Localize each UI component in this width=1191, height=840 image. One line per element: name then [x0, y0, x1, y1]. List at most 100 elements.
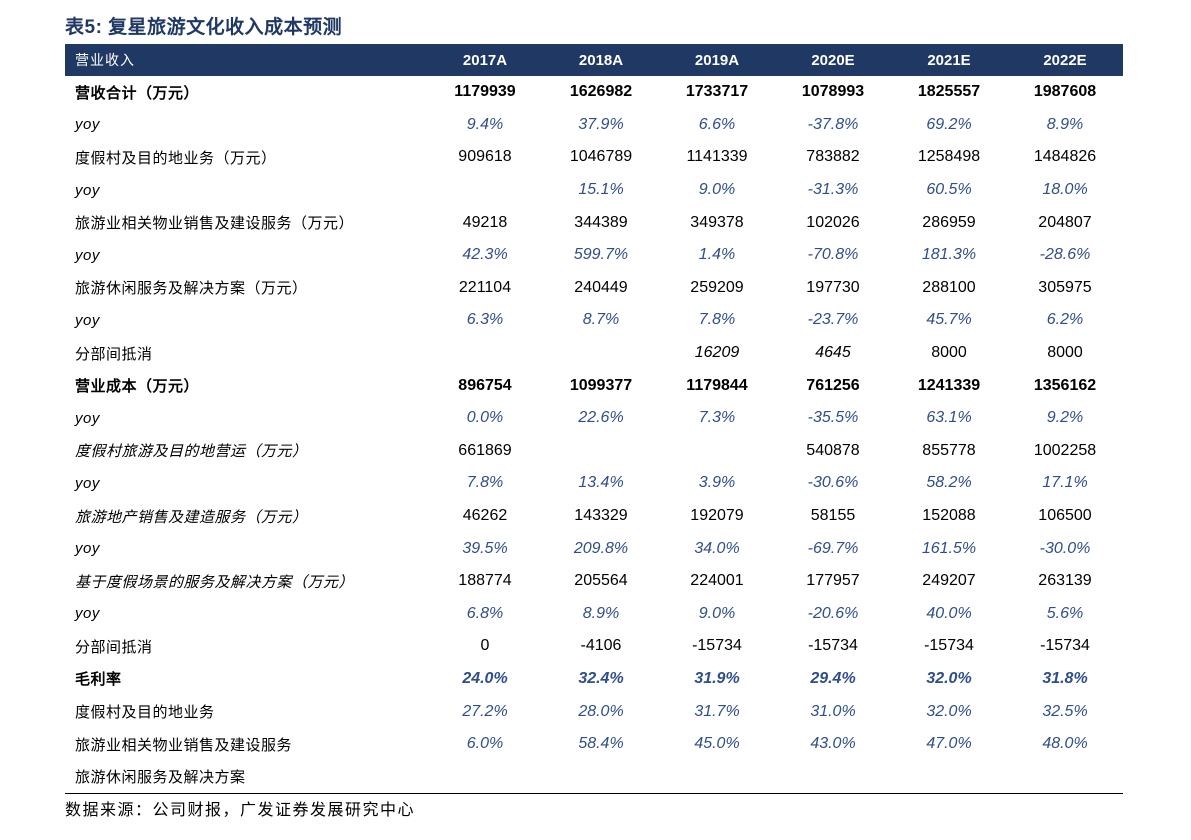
cell-2017a: 6.8%	[466, 604, 504, 622]
cell-2018a: 15.1%	[578, 181, 624, 199]
row-label: 毛利率	[75, 671, 122, 689]
cell-2017a: 896754	[458, 376, 512, 394]
cell-2017a: 24.0%	[462, 669, 508, 687]
header-year-2021e: 2021E	[927, 51, 971, 69]
row-label: 旅游休闲服务及解决方案（万元）	[75, 280, 308, 298]
row-label: 基于度假场景的服务及解决方案（万元）	[75, 573, 355, 591]
cell-2020e: -23.7%	[807, 311, 859, 329]
cell-2017a: 7.8%	[466, 474, 504, 492]
cell-2022e: 6.2%	[1046, 311, 1084, 329]
row-resort-destination-yoy: yoy 15.1% 9.0% -31.3% 60.5% 18.0%	[65, 174, 1123, 207]
cell-2020e: -70.8%	[807, 246, 859, 264]
cell-2020e: -15734	[808, 637, 858, 655]
cell-2021e: 1258498	[917, 148, 981, 166]
cell-2017a: 6.3%	[466, 311, 504, 329]
header-year-2020e: 2020E	[811, 51, 855, 69]
row-label: yoy	[75, 116, 100, 134]
cell-2017a	[427, 174, 543, 207]
cell-2018a: 205564	[574, 572, 628, 590]
cell-2020e: 58155	[810, 507, 856, 525]
row-resort-destination: 度假村及目的地业务（万元） 909618 1046789 1141339 783…	[65, 141, 1123, 174]
cell-2022e: 8.9%	[1046, 115, 1084, 133]
cell-2019a: 1733717	[685, 83, 749, 101]
row-revenue-total: 营收合计（万元） 1179939 1626982 1733717 1078993…	[65, 76, 1123, 109]
row-property-sales-construction-yoy: yoy 42.3% 599.7% 1.4% -70.8% 181.3% -28.…	[65, 239, 1123, 272]
cell-2020e: 761256	[806, 376, 860, 394]
row-label: 旅游地产销售及建造服务（万元）	[75, 508, 308, 526]
header-year-2018a: 2018A	[578, 51, 624, 69]
cell-2017a: 188774	[458, 572, 512, 590]
cell-2022e: 1484826	[1033, 148, 1097, 166]
cell-2021e: 855778	[922, 441, 976, 459]
row-leisure-services-yoy: yoy 6.3% 8.7% 7.8% -23.7% 45.7% 6.2%	[65, 304, 1123, 337]
cell-2022e: 305975	[1038, 278, 1092, 296]
cell-2019a: 6.6%	[698, 115, 736, 133]
cell-2022e	[1007, 760, 1123, 794]
cell-2017a	[427, 337, 543, 370]
cell-2019a: -15734	[692, 637, 742, 655]
cell-2021e: 32.0%	[926, 702, 972, 720]
cell-2021e: 32.0%	[926, 669, 972, 687]
cell-2022e: 5.6%	[1046, 604, 1084, 622]
cell-2017a: 661869	[458, 441, 512, 459]
cell-2018a: 599.7%	[573, 246, 629, 264]
data-source-note: 数据来源：公司财报，广发证券发展研究中心	[65, 802, 416, 819]
cell-2022e: -30.0%	[1039, 539, 1091, 557]
row-label: yoy	[75, 409, 100, 427]
row-cost-property-sales: 旅游地产销售及建造服务（万元） 46262 143329 192079 5815…	[65, 500, 1123, 533]
cell-2022e: -28.6%	[1039, 246, 1091, 264]
cell-2020e: -37.8%	[807, 115, 859, 133]
cell-2017a: 39.5%	[462, 539, 508, 557]
cell-2019a: 7.8%	[698, 311, 736, 329]
cell-2022e: 204807	[1038, 213, 1092, 231]
row-label: yoy	[75, 181, 100, 199]
row-property-sales-construction: 旅游业相关物业销售及建设服务（万元） 49218 344389 349378 1…	[65, 206, 1123, 239]
cell-2019a: 224001	[690, 572, 744, 590]
cell-2019a: 9.0%	[698, 604, 736, 622]
cell-2021e: -15734	[924, 637, 974, 655]
row-cost-total: 营业成本（万元） 896754 1099377 1179844 761256 1…	[65, 369, 1123, 402]
cell-2022e: 9.2%	[1046, 409, 1084, 427]
row-cost-total-yoy: yoy 0.0% 22.6% 7.3% -35.5% 63.1% 9.2%	[65, 402, 1123, 435]
cell-2022e: 32.5%	[1042, 702, 1088, 720]
cell-2019a: 1141339	[686, 148, 748, 166]
cell-2019a: 1.4%	[698, 246, 736, 264]
cell-2021e: 47.0%	[926, 735, 972, 753]
row-label: 度假村旅游及目的地营运（万元）	[75, 443, 308, 461]
cell-2019a: 259209	[690, 278, 744, 296]
cell-2018a: -4106	[580, 637, 622, 655]
cell-2020e: 43.0%	[810, 735, 856, 753]
header-year-2017a: 2017A	[462, 51, 508, 69]
header-label: 营业收入	[75, 52, 135, 68]
revenue-cost-forecast-table: 营业收入 2017A 2018A 2019A 2020E 2021E 2022E…	[65, 44, 1123, 794]
cell-2020e: 1078993	[801, 83, 865, 101]
cell-2018a	[543, 337, 659, 370]
header-year-2019a: 2019A	[694, 51, 740, 69]
row-gross-margin-resort: 度假村及目的地业务 27.2% 28.0% 31.7% 31.0% 32.0% …	[65, 695, 1123, 728]
cell-2019a	[659, 760, 775, 794]
cell-2017a: 1179939	[454, 83, 516, 101]
cell-2021e: 181.3%	[921, 246, 977, 264]
cell-2020e: -31.3%	[807, 181, 859, 199]
cell-2020e: 177957	[806, 572, 860, 590]
row-label: yoy	[75, 540, 100, 558]
cell-2017a: 42.3%	[462, 246, 508, 264]
cell-2018a: 1046789	[569, 148, 633, 166]
cell-2020e: -69.7%	[807, 539, 859, 557]
cell-2017a: 49218	[462, 213, 508, 231]
cell-2022e: 1356162	[1033, 376, 1097, 394]
cell-2021e: 286959	[922, 213, 976, 231]
row-label: 营业成本（万元）	[75, 378, 200, 396]
row-label: yoy	[75, 246, 100, 264]
cell-2021e: 8000	[931, 344, 967, 362]
cell-2018a: 32.4%	[578, 669, 624, 687]
cell-2018a: 143329	[574, 507, 628, 525]
cell-2021e: 58.2%	[926, 474, 972, 492]
cell-2021e: 288100	[922, 278, 976, 296]
cell-2019a: 34.0%	[694, 539, 740, 557]
table-title: 表5: 复星旅游文化收入成本预测	[65, 17, 343, 38]
cell-2022e: 31.8%	[1042, 669, 1088, 687]
cell-2020e	[775, 760, 891, 794]
cell-2019a: 31.9%	[694, 669, 740, 687]
row-cost-resort-services-yoy: yoy 6.8% 8.9% 9.0% -20.6% 40.0% 5.6%	[65, 598, 1123, 631]
